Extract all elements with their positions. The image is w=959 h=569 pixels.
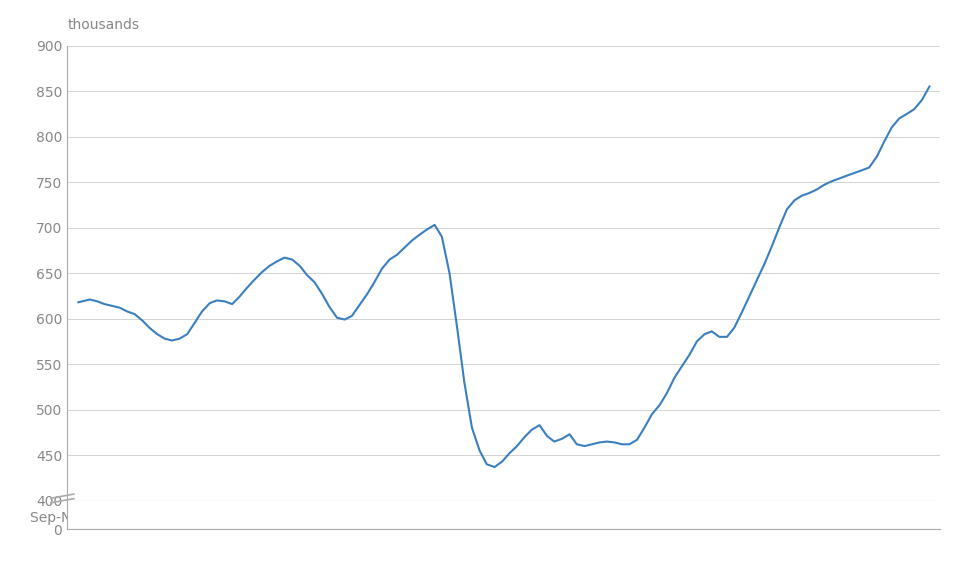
Text: thousands: thousands bbox=[67, 18, 139, 32]
